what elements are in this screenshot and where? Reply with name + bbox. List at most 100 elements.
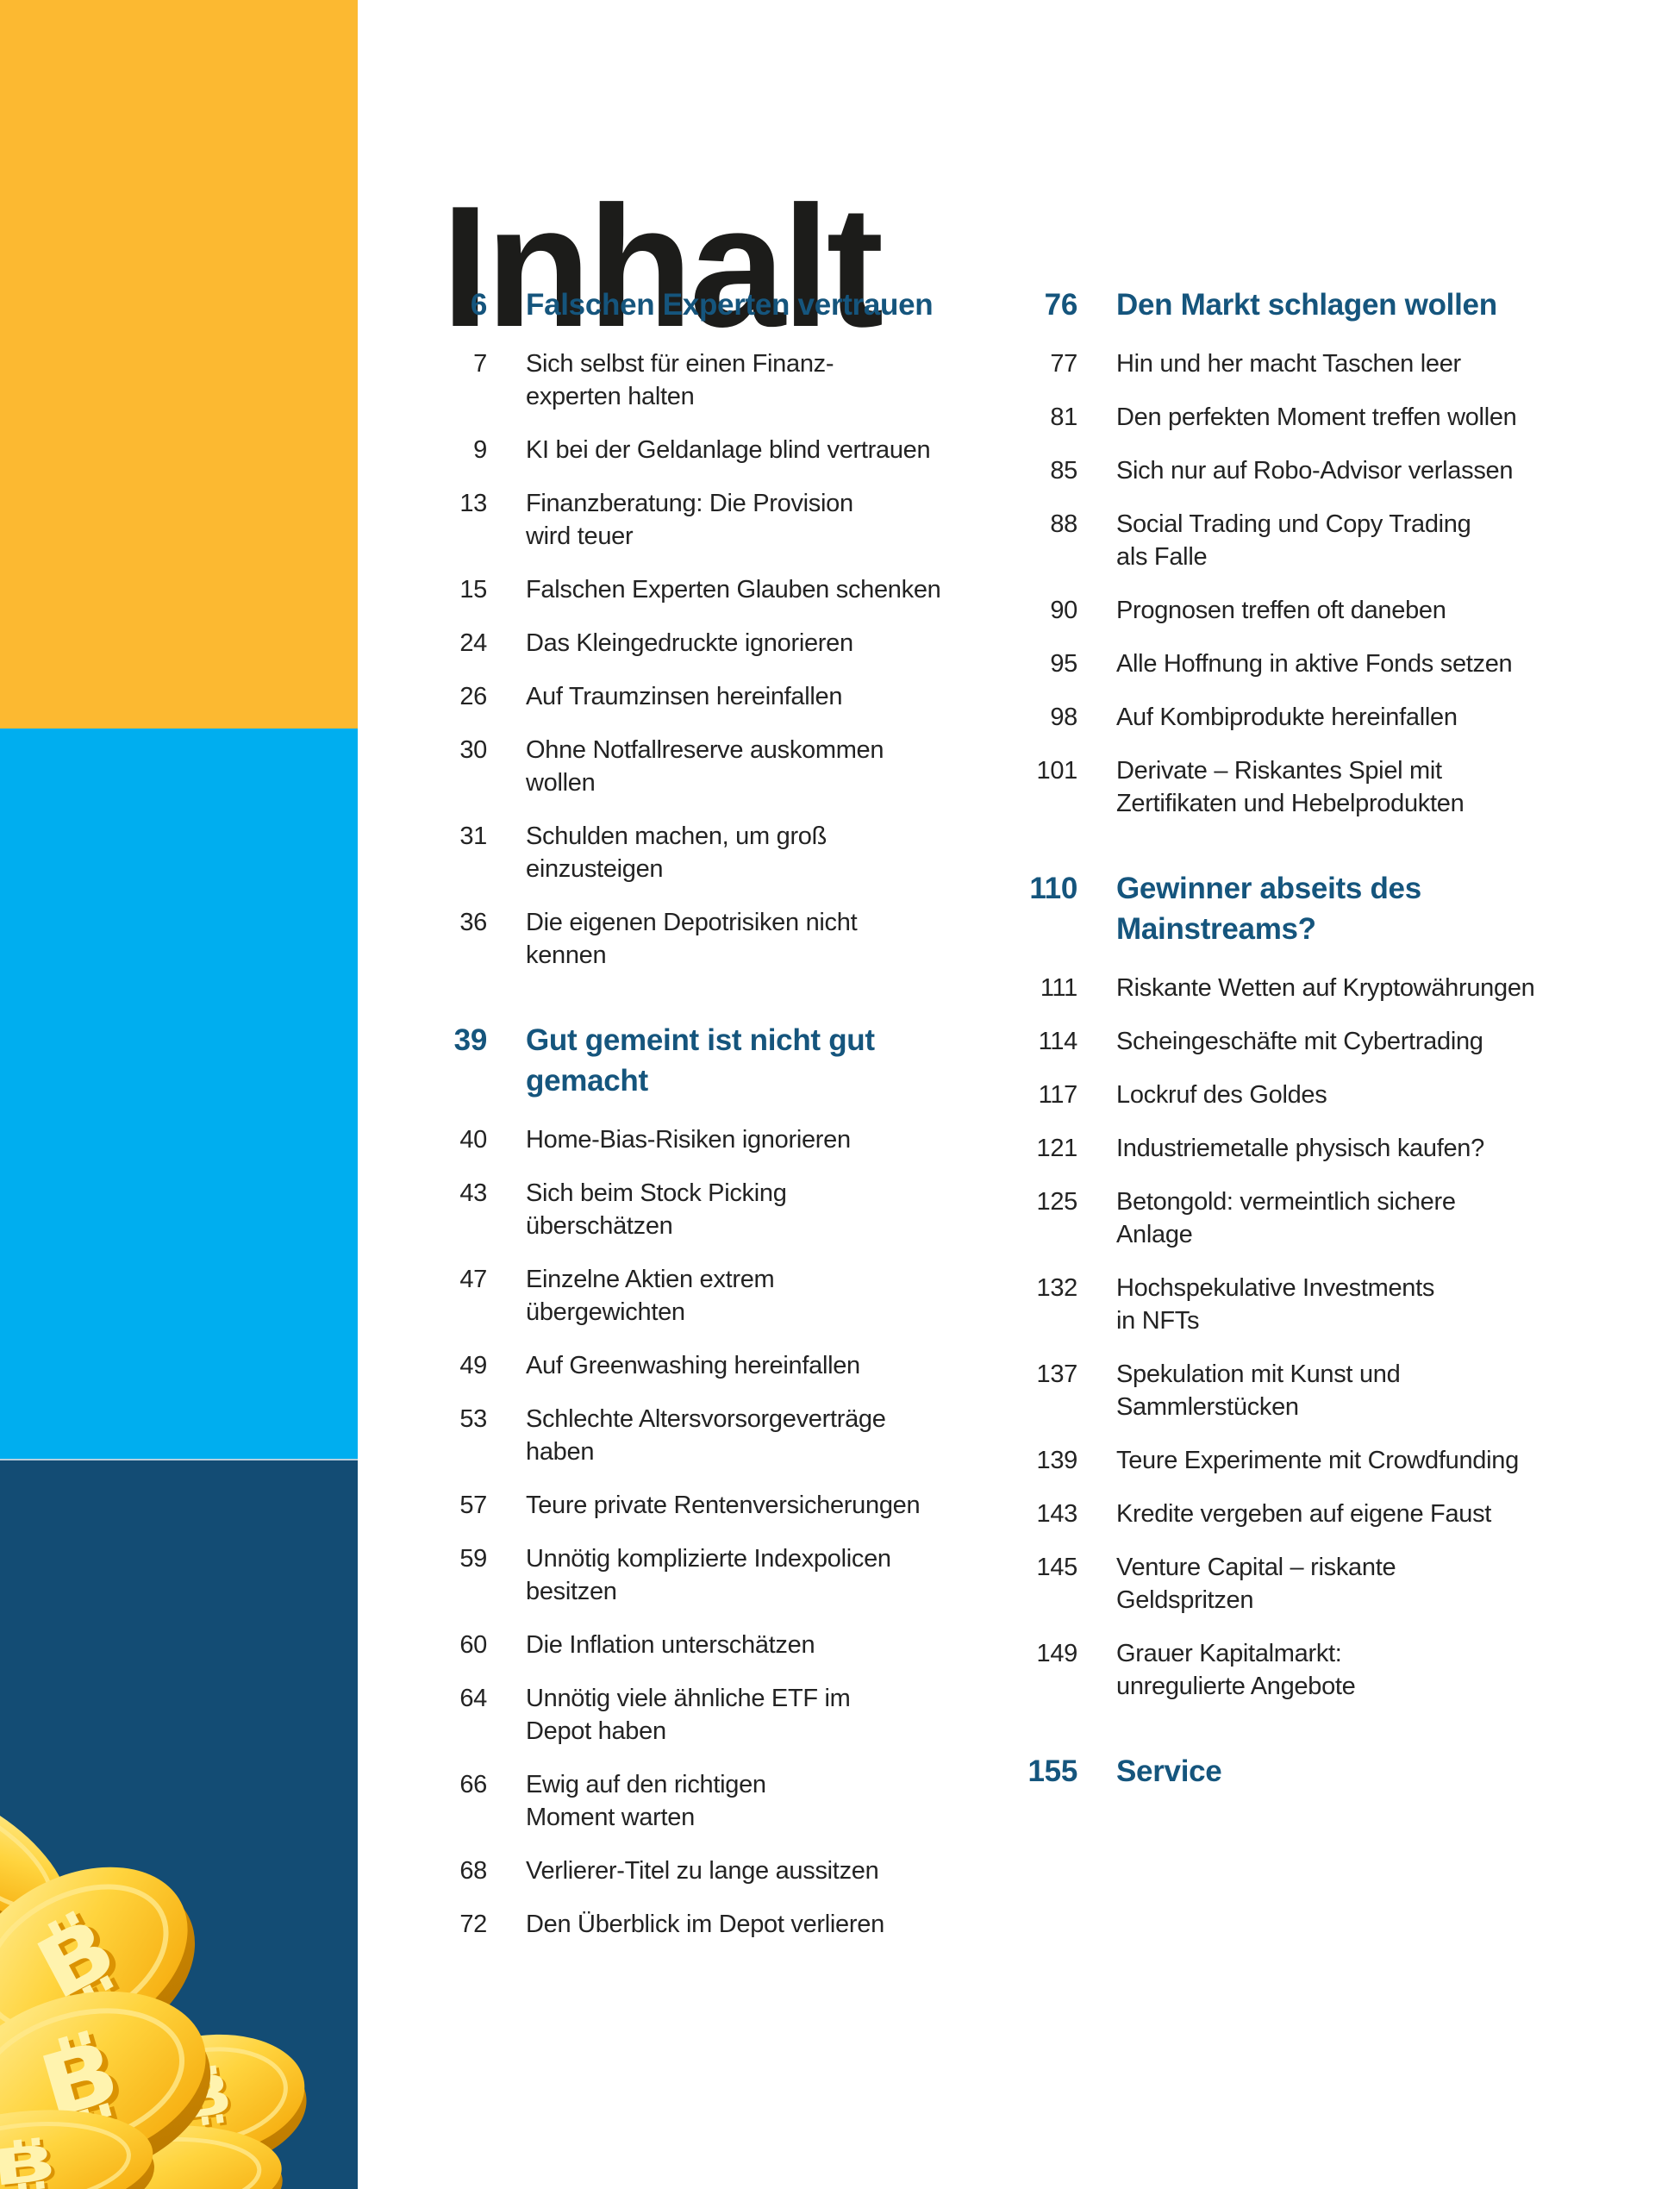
- toc-label: Spekulation mit Kunst und Sammlerstücken: [1116, 1360, 1401, 1421]
- toc-entry-row: 9 KI bei der Geldanlage blind vertrauen: [388, 434, 991, 466]
- toc-entry-row: 81 Den perfekten Moment treffen wollen: [978, 401, 1668, 434]
- toc-label: Scheingeschäfte mit Cybertrading: [1116, 1028, 1483, 1055]
- toc-entry-row: 117 Lockruf des Goldes: [978, 1079, 1668, 1111]
- toc-page-number: 76: [1044, 288, 1078, 322]
- toc-page-number: 9: [473, 436, 487, 464]
- yellow-block: [0, 0, 358, 729]
- toc-label: Sich beim Stock Picking überschätzen: [526, 1179, 787, 1240]
- toc-page-number: 13: [459, 490, 487, 517]
- toc-entry-row: 143 Kredite vergeben auf eigene Faust: [978, 1498, 1668, 1530]
- toc-entry-row: 101 Derivate – Riskantes Spiel mit Zertif…: [978, 754, 1668, 820]
- toc-entry-row: 66 Ewig auf den richtigen Moment warten: [388, 1768, 991, 1834]
- cyan-block: [0, 729, 358, 1459]
- toc-entry-row: 53 Schlechte Altersvorsorgeverträge haben: [388, 1403, 991, 1468]
- toc-page-number: 6: [470, 288, 487, 322]
- toc-label: Finanzberatung: Die Provision wird teuer: [526, 490, 853, 550]
- toc-entry-row: 64 Unnötig viele ähnliche ETF im Depot ha…: [388, 1682, 991, 1748]
- toc-entry-row: 49 Auf Greenwashing hereinfallen: [388, 1349, 991, 1382]
- toc-label: Teure private Rentenversicherungen: [526, 1492, 921, 1519]
- toc-page-number: 36: [459, 909, 487, 936]
- toc-page-number: 137: [1036, 1360, 1078, 1388]
- toc-page-number: 111: [1040, 974, 1077, 1002]
- toc-page-number: 43: [459, 1179, 487, 1207]
- toc-label: Den Markt schlagen wollen: [1116, 288, 1497, 322]
- toc-page-number: 85: [1050, 457, 1077, 485]
- toc-label: Auf Kombiprodukte hereinfallen: [1116, 704, 1458, 731]
- toc-label: Prognosen treffen oft daneben: [1116, 597, 1446, 624]
- toc-entry-row: 90 Prognosen treffen oft daneben: [978, 594, 1668, 627]
- toc-label: Venture Capital – riskante Geldspritzen: [1116, 1554, 1396, 1614]
- toc-section-row: 6 Falschen Experten vertrauen: [388, 285, 991, 325]
- toc-label: Verlierer-Titel zu lange aussitzen: [526, 1857, 879, 1885]
- toc-page-number: 39: [453, 1023, 488, 1057]
- toc-entry-row: 43 Sich beim Stock Picking überschätzen: [388, 1177, 991, 1242]
- toc-page-number: 26: [459, 683, 487, 710]
- toc-page-number: 60: [459, 1631, 487, 1659]
- toc-label: Den Überblick im Depot verlieren: [526, 1911, 884, 1938]
- toc-page-number: 68: [459, 1857, 487, 1885]
- toc-entry-row: 40 Home-Bias-Risiken ignorieren: [388, 1123, 991, 1156]
- toc-page-number: 57: [459, 1492, 487, 1519]
- toc-page-number: 7: [473, 350, 487, 378]
- toc-page-number: 98: [1050, 704, 1077, 731]
- toc-page-number: 81: [1050, 403, 1077, 431]
- toc-page-number: 121: [1036, 1135, 1078, 1162]
- toc-page-number: 149: [1036, 1640, 1078, 1667]
- toc-page-number: 145: [1036, 1554, 1078, 1581]
- toc-label: Teure Experimente mit Crowdfunding: [1116, 1447, 1519, 1474]
- toc-section-row: 39 Gut gemeint ist nicht gut gemacht: [388, 1020, 991, 1101]
- toc-label: Das Kleingedruckte ignorieren: [526, 629, 853, 657]
- toc-page-number: 72: [459, 1911, 487, 1938]
- toc-page-number: 95: [1050, 650, 1077, 678]
- toc-label: Gut gemeint ist nicht gut gemacht: [526, 1023, 875, 1098]
- toc-page-number: 53: [459, 1405, 487, 1433]
- toc-entry-row: 36 Die eigenen Depotrisiken nicht kennen: [388, 906, 991, 972]
- toc-entry-row: 137 Spekulation mit Kunst und Sammlerstüc…: [978, 1358, 1668, 1423]
- toc-label: Auf Greenwashing hereinfallen: [526, 1352, 860, 1379]
- toc-label: Lockruf des Goldes: [1116, 1081, 1327, 1109]
- toc-page-number: 110: [1029, 872, 1077, 905]
- toc-label: Hin und her macht Taschen leer: [1116, 350, 1461, 378]
- toc-page-number: 90: [1050, 597, 1077, 624]
- toc-label: Riskante Wetten auf Kryptowährungen: [1116, 974, 1535, 1002]
- toc-label: Gewinner abseits des Mainstreams?: [1116, 872, 1421, 946]
- toc-page-number: 155: [1027, 1754, 1078, 1788]
- toc-label: Sich nur auf Robo-Advisor verlassen: [1116, 457, 1514, 485]
- toc-entry-row: 121 Industriemetalle physisch kaufen?: [978, 1132, 1668, 1165]
- bitcoin-coin-pile-illustration: B: [0, 1792, 307, 2189]
- toc-right-column: 76 Den Markt schlagen wollen 77 Hin und her…: [978, 285, 1668, 1814]
- toc-page-number: 114: [1038, 1028, 1078, 1055]
- toc-entry-row: 132 Hochspekulative Investments in NFTs: [978, 1272, 1668, 1337]
- toc-entry-row: 72 Den Überblick im Depot verlieren: [388, 1908, 991, 1941]
- toc-page-number: 30: [459, 736, 487, 764]
- toc-label: Derivate – Riskantes Spiel mit Zertifika…: [1116, 757, 1465, 817]
- toc-page-number: 125: [1036, 1188, 1078, 1216]
- toc-page-number: 77: [1050, 350, 1077, 378]
- toc-section-row: 110 Gewinner abseits des Mainstreams?: [978, 868, 1668, 949]
- toc-label: Den perfekten Moment treffen wollen: [1116, 403, 1517, 431]
- toc-entry-row: 60 Die Inflation unterschätzen: [388, 1629, 991, 1661]
- toc-entry-row: 47 Einzelne Aktien extrem übergewichten: [388, 1263, 991, 1329]
- toc-entry-row: 88 Social Trading und Copy Trading als Fa…: [978, 508, 1668, 573]
- toc-page-number: 132: [1036, 1274, 1078, 1302]
- toc-left-column: 6 Falschen Experten vertrauen 7 Sich selbst…: [388, 285, 991, 1961]
- toc-label: Betongold: vermeintlich sichere Anlage: [1116, 1188, 1456, 1248]
- toc-label: Ohne Notfallreserve auskommen wollen: [526, 736, 884, 797]
- toc-entry-row: 57 Teure private Rentenversicherungen: [388, 1489, 991, 1522]
- toc-entry-row: 77 Hin und her macht Taschen leer: [978, 347, 1668, 380]
- toc-entry-row: 125 Betongold: vermeintlich sichere Anlag…: [978, 1185, 1668, 1251]
- toc-label: KI bei der Geldanlage blind vertrauen: [526, 436, 931, 464]
- toc-section-row: 76 Den Markt schlagen wollen: [978, 285, 1668, 325]
- toc-entry-row: 139 Teure Experimente mit Crowdfunding: [978, 1444, 1668, 1477]
- toc-label: Schulden machen, um groß einzusteigen: [526, 822, 828, 883]
- toc-page-number: 49: [459, 1352, 487, 1379]
- toc-entry-row: 95 Alle Hoffnung in aktive Fonds setzen: [978, 647, 1668, 680]
- toc-entry-row: 31 Schulden machen, um groß einzusteigen: [388, 820, 991, 885]
- toc-label: Industriemetalle physisch kaufen?: [1116, 1135, 1484, 1162]
- toc-page-number: 31: [459, 822, 487, 850]
- toc-entry-row: 13 Finanzberatung: Die Provision wird teu…: [388, 487, 991, 553]
- toc-entry-row: 24 Das Kleingedruckte ignorieren: [388, 627, 991, 660]
- page-title: Inhalt: [441, 171, 884, 363]
- toc-page-number: 143: [1036, 1500, 1078, 1528]
